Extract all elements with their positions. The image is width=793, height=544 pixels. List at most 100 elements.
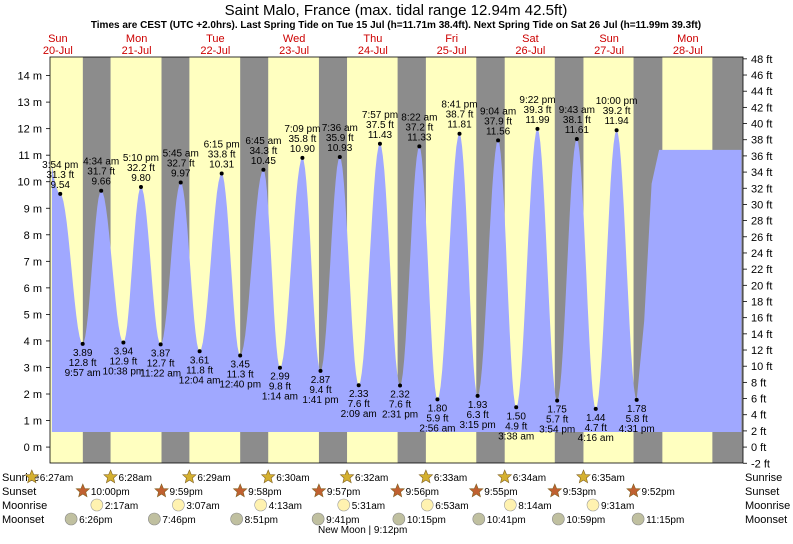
low-tide-height-ft: 5.9 ft <box>426 413 448 424</box>
low-tide-height-ft: 5.8 ft <box>626 414 648 425</box>
y-tick-label-ft: 16 ft <box>751 313 772 325</box>
moonrise-time: 8:14am <box>518 501 551 512</box>
moonrise-time: 2:17am <box>105 501 138 512</box>
low-tide-time: 4:31 pm <box>619 424 655 435</box>
moonrise-row-label-right: Moonrise <box>745 500 790 512</box>
day-date-label: 28-Jul <box>673 45 703 57</box>
low-tide-point <box>238 353 243 358</box>
high-tide-height-ft: 39.2 ft <box>603 106 631 117</box>
y-tick-label-ft: 32 ft <box>751 183 772 195</box>
low-tide-height-m: 1.80 <box>428 403 448 414</box>
moonrise-time: 5:31am <box>352 501 385 512</box>
day-date-label: 21-Jul <box>122 45 152 57</box>
sunrise-icon <box>497 469 513 484</box>
sunset-row-label-left: Sunset <box>2 486 36 498</box>
high-tide-time: 5:45 am <box>163 149 199 160</box>
sunset-icon <box>626 483 641 498</box>
moonset-row-label-right: Moonset <box>745 514 787 526</box>
y-tick-label-m: 8 m <box>24 230 42 242</box>
high-tide-height-ft: 32.2 ft <box>127 163 155 174</box>
y-tick-label-m: 13 m <box>18 97 42 109</box>
moonset-time: 11:15pm <box>646 515 684 526</box>
day-name-label: Fri <box>445 33 458 45</box>
low-tide-point <box>80 341 85 346</box>
y-tick-label-ft: 30 ft <box>751 199 772 211</box>
day-date-label: 27-Jul <box>594 45 624 57</box>
low-tide-height-m: 2.32 <box>390 390 410 401</box>
moonset-time: 10:15pm <box>407 515 446 526</box>
y-tick-label-ft: 10 ft <box>751 361 772 373</box>
low-tide-time: 9:57 am <box>65 368 101 379</box>
sunset-icon <box>154 483 169 498</box>
moonset-time: 6:26pm <box>79 515 112 526</box>
sunrise-icon <box>260 469 276 484</box>
day-name-label: Mon <box>126 33 147 45</box>
sunset-time: 9:55pm <box>484 487 517 498</box>
high-tide-height-ft: 31.7 ft <box>87 167 115 178</box>
high-tide-height-m: 10.90 <box>290 144 315 155</box>
high-tide-point <box>300 155 305 160</box>
moonrise-icon <box>172 498 185 512</box>
low-tide-point <box>555 398 560 403</box>
low-tide-point <box>318 368 323 373</box>
high-tide-height-m: 11.33 <box>407 132 432 143</box>
low-tide-height-m: 2.87 <box>311 375 331 386</box>
sunset-icon <box>75 483 91 498</box>
high-tide-height-ft: 35.9 ft <box>326 133 354 144</box>
high-tide-height-m: 9.97 <box>171 169 191 180</box>
y-tick-label-m: 9 m <box>24 203 42 215</box>
y-tick-label-ft: 6 ft <box>751 394 766 406</box>
sunrise-time: 6:28am <box>119 473 152 484</box>
sunrise-time: 6:30am <box>276 473 309 484</box>
low-tide-height-m: 3.45 <box>230 360 250 371</box>
y-tick-label-ft: 24 ft <box>751 248 772 260</box>
axes: 0 m 1 m 2 m 3 m 4 m 5 m 6 m 7 m 8 m 9 m 10 m 11 m 12… <box>18 33 773 470</box>
high-tide-height-m: 9.66 <box>91 177 111 188</box>
low-tide-height-m: 3.87 <box>151 348 171 359</box>
high-tide-time: 6:15 pm <box>204 139 240 150</box>
low-tide-height-ft: 5.7 ft <box>546 415 568 426</box>
moonset-icon <box>472 512 486 526</box>
y-tick-label-ft: 48 ft <box>751 54 772 66</box>
low-tide-height-m: 3.61 <box>190 355 210 366</box>
high-tide-height-m: 11.99 <box>525 115 550 126</box>
sunrise-icon <box>181 469 197 484</box>
low-tide-height-m: 2.99 <box>270 372 290 383</box>
moonset-time: 10:59pm <box>566 515 605 526</box>
high-tide-point <box>614 128 619 133</box>
y-tick-label-m: 0 m <box>24 442 42 454</box>
high-tide-time: 8:22 am <box>401 112 437 123</box>
day-date-label: 24-Jul <box>358 45 388 57</box>
y-tick-label-ft: 42 ft <box>751 102 772 114</box>
high-tide-height-ft: 32.7 ft <box>167 159 195 170</box>
low-tide-height-m: 1.78 <box>627 404 647 415</box>
low-tide-time: 3:54 pm <box>539 425 575 436</box>
high-tide-height-m: 11.56 <box>486 126 511 137</box>
low-tide-height-ft: 7.6 ft <box>389 400 411 411</box>
y-tick-label-ft: 0 ft <box>751 442 766 454</box>
high-tide-point <box>261 167 266 172</box>
y-tick-label-m: 10 m <box>18 177 42 189</box>
high-tide-height-m: 11.61 <box>565 125 590 136</box>
low-tide-height-ft: 7.6 ft <box>348 399 370 410</box>
sunrise-time: 6:29am <box>197 473 230 484</box>
low-tide-point <box>121 340 126 345</box>
day-name-label: Sat <box>522 33 539 45</box>
low-tide-point <box>197 349 202 354</box>
high-tide-time: 9:43 am <box>559 105 595 116</box>
low-tide-point <box>634 397 639 402</box>
sunset-row-label-right: Sunset <box>745 486 779 498</box>
high-tide-point <box>377 141 382 146</box>
sunrise-icon <box>339 469 355 484</box>
y-tick-label-ft: 12 ft <box>751 345 772 357</box>
sunrise-icon <box>418 469 434 484</box>
high-tide-point <box>535 126 540 131</box>
sunset-icon <box>390 483 406 498</box>
y-tick-label-ft: 36 ft <box>751 151 772 163</box>
low-tide-time: 2:31 pm <box>382 410 418 421</box>
y-tick-label-m: 5 m <box>24 309 42 321</box>
